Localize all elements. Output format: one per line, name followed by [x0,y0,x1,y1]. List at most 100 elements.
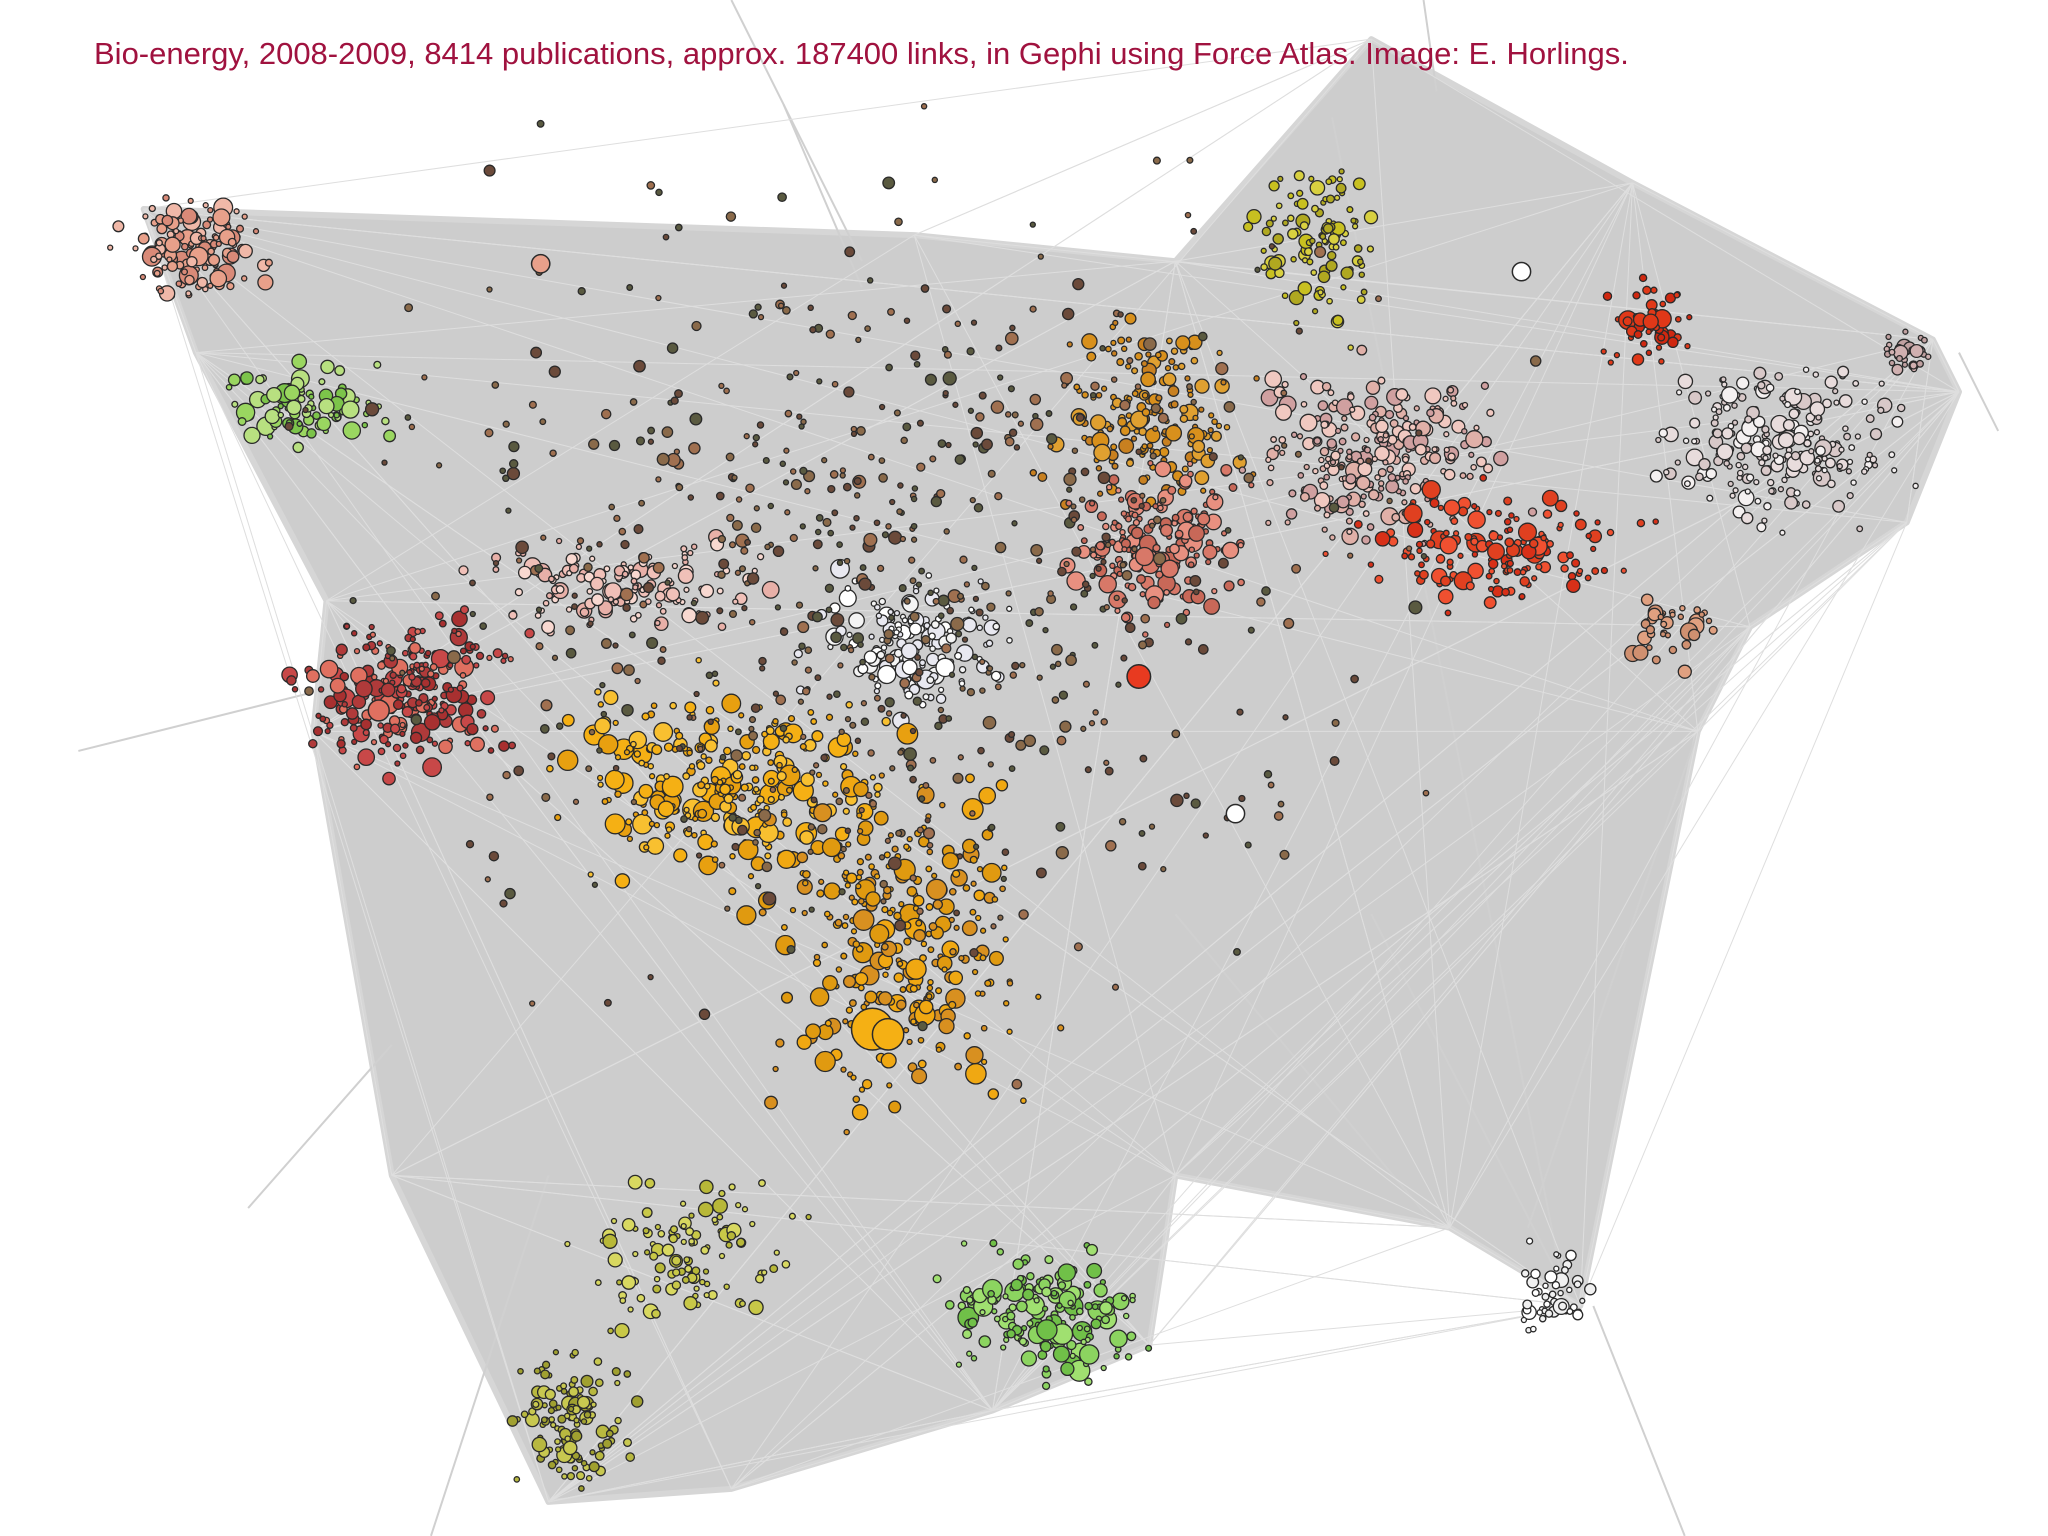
node [932,1274,942,1284]
node [1757,381,1766,390]
node [1377,480,1385,487]
node [654,590,666,602]
link [1149,1305,1581,1346]
node [1066,571,1086,591]
node [814,528,822,536]
node [1008,765,1016,772]
node [438,707,445,714]
node [1324,455,1332,463]
node [1157,504,1164,512]
node [966,347,975,356]
node [921,634,931,645]
node [793,649,803,659]
node [1124,515,1133,523]
node [498,740,510,752]
node [312,411,321,420]
node [797,621,810,634]
node [1843,432,1852,441]
node [240,275,248,282]
node [889,498,896,506]
node [1468,451,1475,458]
node [900,712,907,719]
node [1155,394,1163,402]
node [918,659,927,667]
node [594,1450,605,1461]
node [1535,563,1543,571]
node [885,363,893,372]
node [856,827,864,835]
node [548,1399,558,1409]
node [985,639,994,648]
node [1544,1270,1558,1284]
node [772,718,779,725]
node [600,710,608,718]
node [1171,729,1181,739]
node [716,779,724,786]
link [143,208,1907,523]
node [1367,561,1375,568]
node [842,786,850,795]
node [421,374,428,381]
node [1636,518,1646,528]
node [935,987,943,995]
node [1300,400,1308,408]
node [823,882,841,900]
node [1850,479,1857,486]
node [878,403,886,411]
node [716,1213,724,1221]
node [1340,266,1354,280]
node [531,1436,548,1453]
node [1338,437,1347,446]
node [225,223,232,230]
node [1377,436,1384,443]
node [1093,1283,1108,1298]
node [1004,411,1012,418]
caption: Bio-energy, 2008-2009, 8414 publications… [94,36,1629,71]
node [799,743,807,751]
node [408,673,416,681]
node [1270,436,1278,443]
link [326,600,993,1411]
node [791,659,798,666]
node [798,423,805,430]
node [840,845,847,853]
node [973,503,984,513]
node [1760,465,1772,477]
node [1871,462,1879,469]
node [608,439,621,452]
node [726,1231,737,1241]
node [1096,511,1107,522]
node [1520,1316,1528,1324]
node [1155,570,1164,579]
node [731,474,738,481]
node [1356,344,1368,356]
node [899,986,907,993]
node [469,736,485,752]
node [629,398,638,406]
node [844,246,856,258]
node [699,1278,706,1286]
node [1084,1377,1093,1386]
node [1486,508,1493,516]
node [685,1227,695,1236]
node [324,727,331,735]
node [238,243,253,259]
node [741,604,748,612]
node [1313,436,1322,445]
node [1287,228,1299,240]
node [1200,487,1207,494]
node [1352,177,1366,191]
node [686,714,693,721]
node [920,103,928,110]
node [816,378,823,385]
node [1704,390,1712,397]
node [413,661,421,669]
node [381,416,390,426]
node [1888,348,1896,356]
node [689,412,703,426]
node [1037,253,1044,260]
node [1169,543,1180,555]
node [822,780,829,787]
node [392,743,402,753]
